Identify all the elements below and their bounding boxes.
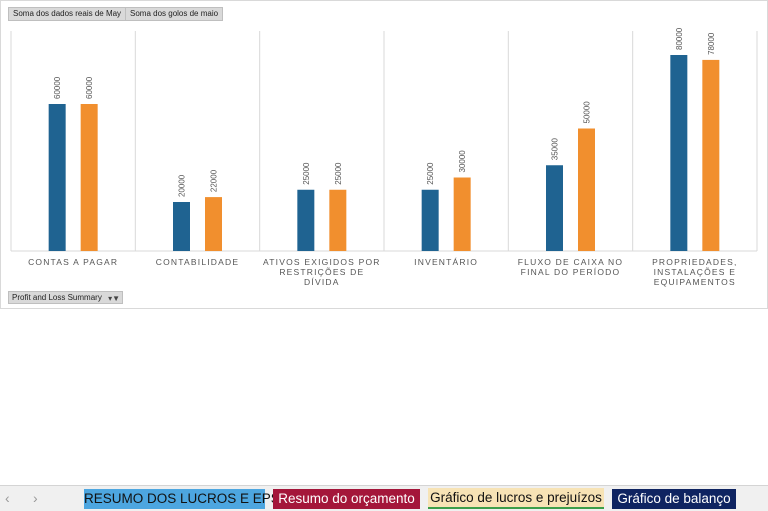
category-label: CONTAS A PAGAR <box>28 257 119 267</box>
sheet-tab-active[interactable]: Gráfico de lucros e prejuízos <box>428 488 604 509</box>
filter-button[interactable]: Profit and Loss Summary ▾▼ <box>8 291 123 304</box>
sheet-tab[interactable]: RESUMO DOS LUCROS E EPS <box>84 489 280 509</box>
sheet-tab[interactable]: Gráfico de balanço <box>612 489 736 509</box>
data-label: 25000 <box>334 162 343 185</box>
bar <box>205 197 222 251</box>
filter-label: Profit and Loss Summary <box>12 293 102 302</box>
data-label: 30000 <box>458 150 467 173</box>
sheet-tab-bar: ‹ › RESUMO DOS LUCROS E EPS Resumo do or… <box>0 485 768 511</box>
data-label: 25000 <box>426 162 435 185</box>
chart-plot: 60000 60000 20000 22000 25000 25000 25000 30000… <box>10 27 758 252</box>
data-label: 50000 <box>583 101 592 124</box>
scroll-right[interactable]: › <box>33 490 38 506</box>
bar <box>670 55 688 251</box>
bar <box>329 189 347 251</box>
bar <box>421 189 439 251</box>
sheet-tab[interactable]: Resumo do orçamento <box>273 489 420 509</box>
bar <box>578 128 595 251</box>
data-label: 80000 <box>675 27 684 50</box>
data-label: 35000 <box>551 137 560 160</box>
filter-icon: ▾▼ <box>108 294 120 303</box>
data-label: 25000 <box>302 162 311 185</box>
data-label: 60000 <box>85 76 94 99</box>
data-label: 22000 <box>210 169 219 192</box>
category-label: FLUXO DE CAIXA NO FINAL DO PERÍODO <box>517 257 624 277</box>
legend-button[interactable]: Soma dos golos de maio <box>125 7 223 21</box>
scroll-left[interactable]: ‹ <box>5 490 10 506</box>
data-label: 78000 <box>707 32 716 55</box>
bar <box>453 177 471 251</box>
pivot-chart: 60000 60000 20000 22000 25000 25000 25000 30000… <box>0 0 768 309</box>
category-label: CONTABILIDADE <box>155 257 240 267</box>
bar <box>173 202 190 251</box>
bar <box>48 104 66 251</box>
bar <box>80 104 98 251</box>
bar <box>702 59 720 252</box>
legend-button[interactable]: Soma dos dados reais de May <box>8 7 128 21</box>
category-label: PROPRIEDADES, INSTALAÇÕES E EQUIPAMENTOS <box>652 257 738 287</box>
data-label: 60000 <box>53 76 62 99</box>
category-label: INVENTÁRIO <box>414 257 479 267</box>
category-label: ATIVOS EXIGIDOS POR RESTRIÇÕES DE DÍVIDA <box>263 257 381 287</box>
bar <box>297 189 315 251</box>
bar <box>546 165 563 251</box>
data-label: 20000 <box>178 174 187 197</box>
